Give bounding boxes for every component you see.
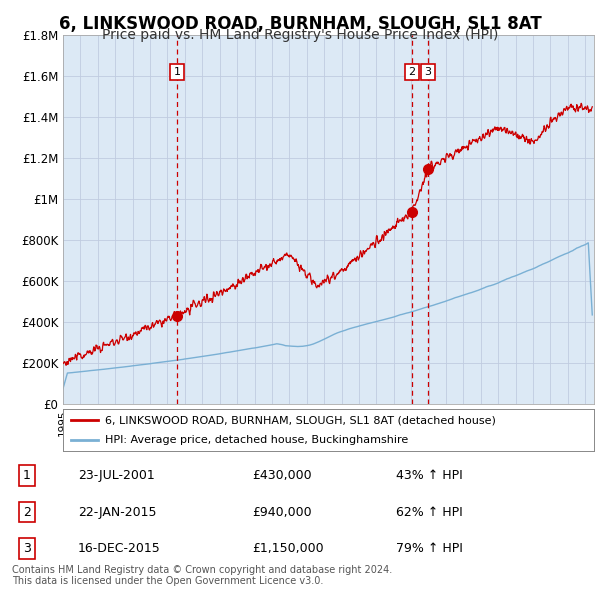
Text: 62% ↑ HPI: 62% ↑ HPI (396, 506, 463, 519)
Text: 2: 2 (23, 506, 31, 519)
Text: 2: 2 (409, 67, 416, 77)
Text: £940,000: £940,000 (252, 506, 311, 519)
Text: 16-DEC-2015: 16-DEC-2015 (78, 542, 161, 555)
Text: 6, LINKSWOOD ROAD, BURNHAM, SLOUGH, SL1 8AT: 6, LINKSWOOD ROAD, BURNHAM, SLOUGH, SL1 … (59, 15, 541, 33)
Text: 3: 3 (424, 67, 431, 77)
Text: 1: 1 (23, 469, 31, 482)
Text: Price paid vs. HM Land Registry's House Price Index (HPI): Price paid vs. HM Land Registry's House … (102, 28, 498, 42)
Text: 43% ↑ HPI: 43% ↑ HPI (396, 469, 463, 482)
Text: £430,000: £430,000 (252, 469, 311, 482)
Text: 79% ↑ HPI: 79% ↑ HPI (396, 542, 463, 555)
Text: Contains HM Land Registry data © Crown copyright and database right 2024.: Contains HM Land Registry data © Crown c… (12, 565, 392, 575)
Text: 23-JUL-2001: 23-JUL-2001 (78, 469, 155, 482)
Text: This data is licensed under the Open Government Licence v3.0.: This data is licensed under the Open Gov… (12, 576, 323, 586)
Text: 1: 1 (173, 67, 181, 77)
Text: 3: 3 (23, 542, 31, 555)
Text: 22-JAN-2015: 22-JAN-2015 (78, 506, 157, 519)
Text: 6, LINKSWOOD ROAD, BURNHAM, SLOUGH, SL1 8AT (detached house): 6, LINKSWOOD ROAD, BURNHAM, SLOUGH, SL1 … (106, 415, 496, 425)
Text: HPI: Average price, detached house, Buckinghamshire: HPI: Average price, detached house, Buck… (106, 435, 409, 445)
Text: £1,150,000: £1,150,000 (252, 542, 323, 555)
